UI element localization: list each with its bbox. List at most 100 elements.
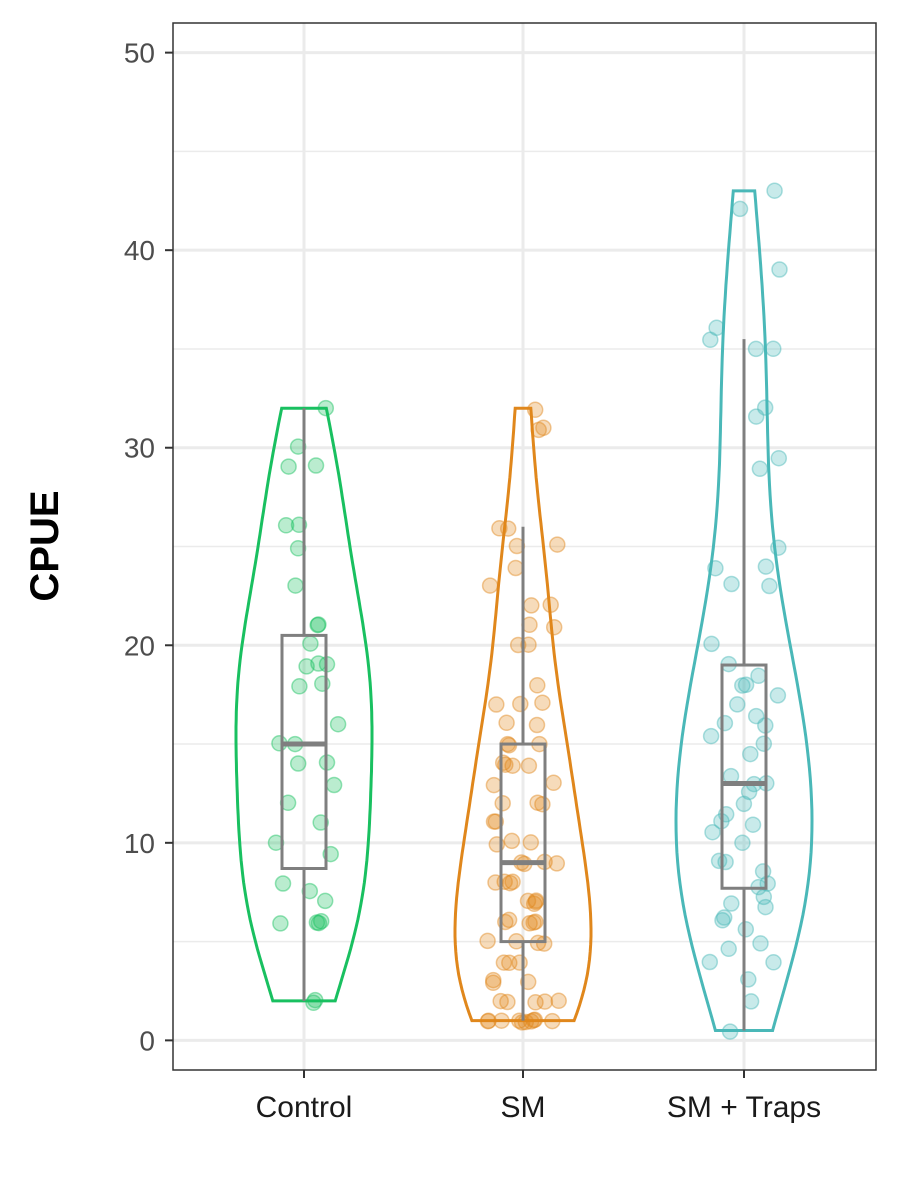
box-plots xyxy=(280,339,768,1031)
data-point xyxy=(272,915,289,932)
data-point xyxy=(487,874,504,891)
data-point xyxy=(542,596,559,614)
data-point xyxy=(526,401,544,419)
data-point xyxy=(707,559,724,577)
data-point xyxy=(769,687,787,704)
data-point xyxy=(485,971,502,989)
data-point xyxy=(756,399,774,416)
data-point xyxy=(766,182,783,199)
data-point xyxy=(312,814,329,831)
data-point xyxy=(329,715,347,733)
data-point xyxy=(287,577,304,594)
data-point xyxy=(485,776,503,794)
data-point xyxy=(535,419,552,437)
data-point xyxy=(737,921,755,938)
y-tick-label: 10 xyxy=(124,828,155,859)
data-point xyxy=(765,340,782,358)
data-point xyxy=(715,909,733,926)
data-point xyxy=(479,1012,497,1030)
y-tick-label: 40 xyxy=(124,235,155,266)
data-point xyxy=(316,892,334,910)
data-point xyxy=(503,832,521,850)
data-point xyxy=(742,745,759,763)
data-point xyxy=(494,794,511,812)
data-point xyxy=(527,893,544,911)
data-point xyxy=(307,457,325,474)
box-iqr xyxy=(499,742,547,944)
data-point xyxy=(735,795,753,813)
data-point xyxy=(325,776,343,794)
data-point xyxy=(492,992,509,1010)
data-point xyxy=(750,667,767,685)
data-point xyxy=(731,200,749,218)
box-iqr xyxy=(280,633,328,871)
data-point xyxy=(289,540,307,557)
data-point xyxy=(298,658,315,675)
data-point xyxy=(523,597,540,614)
data-point xyxy=(723,575,740,593)
data-point xyxy=(481,577,499,594)
data-point xyxy=(536,993,554,1010)
data-point xyxy=(544,1012,561,1030)
data-point xyxy=(765,954,782,971)
y-tick-label: 20 xyxy=(124,630,155,661)
data-point xyxy=(521,915,538,932)
data-point xyxy=(309,616,326,634)
data-point xyxy=(704,823,721,841)
x-tick-label: SM xyxy=(501,1091,546,1124)
violin-control xyxy=(234,406,374,1003)
data-point xyxy=(479,932,496,950)
data-point xyxy=(747,707,765,725)
data-point xyxy=(491,520,508,537)
data-point xyxy=(717,853,734,871)
data-point xyxy=(534,694,551,711)
data-point xyxy=(289,755,307,772)
data-point xyxy=(289,438,307,455)
data-point xyxy=(310,914,328,932)
data-point xyxy=(277,517,295,534)
data-point xyxy=(310,655,327,672)
data-point xyxy=(714,912,731,929)
data-point xyxy=(729,696,746,713)
data-point xyxy=(702,331,719,349)
data-point xyxy=(522,834,540,851)
data-point xyxy=(525,1011,542,1029)
data-point xyxy=(494,754,512,772)
data-point xyxy=(522,1013,540,1030)
data-point xyxy=(274,875,292,892)
data-point xyxy=(495,954,513,971)
data-point xyxy=(545,774,562,792)
data-point xyxy=(742,993,760,1010)
data-point xyxy=(701,953,719,971)
data-point xyxy=(708,319,725,337)
data-point xyxy=(306,991,324,1009)
x-tick-label: SM + Traps xyxy=(667,1091,821,1124)
data-point xyxy=(527,994,544,1011)
data-point xyxy=(530,421,547,439)
data-point xyxy=(757,898,774,916)
data-point xyxy=(312,912,330,930)
data-point xyxy=(499,993,516,1011)
data-point xyxy=(752,935,769,952)
data-point xyxy=(280,458,297,475)
data-point xyxy=(484,974,502,992)
data-point xyxy=(716,714,734,732)
data-point xyxy=(512,695,529,713)
data-point xyxy=(702,727,720,745)
data-point xyxy=(480,1012,497,1030)
violin-sm xyxy=(453,406,593,1023)
data-point xyxy=(529,677,546,694)
data-point xyxy=(317,399,335,417)
data-point xyxy=(755,735,773,752)
data-point xyxy=(526,1011,544,1029)
data-point xyxy=(488,696,505,713)
data-point xyxy=(301,882,319,900)
data-point xyxy=(305,994,322,1012)
data-point xyxy=(770,449,788,467)
data-point xyxy=(754,863,772,880)
data-point xyxy=(703,635,720,653)
y-tick-label: 30 xyxy=(124,433,155,464)
data-point xyxy=(771,261,788,278)
data-point xyxy=(747,340,765,358)
